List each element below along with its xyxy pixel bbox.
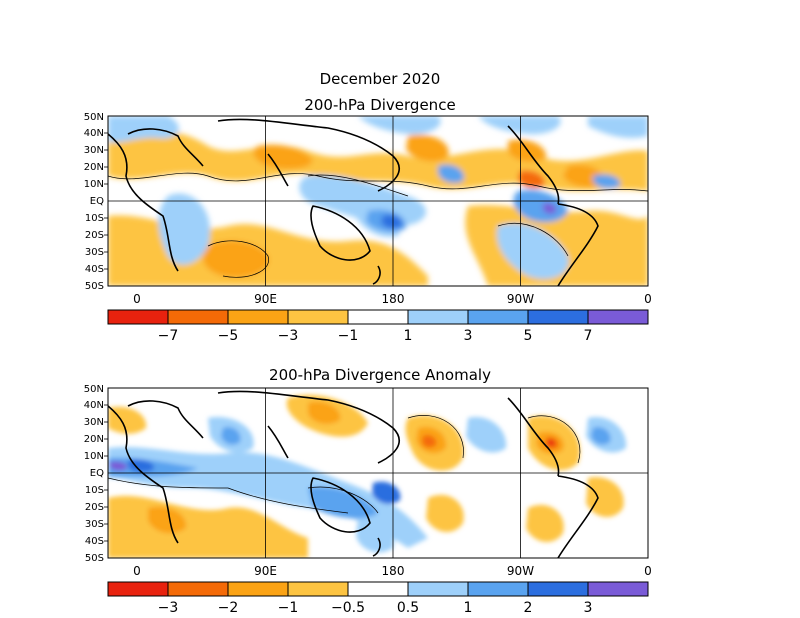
lat-label: 40S [85, 536, 104, 547]
colorbar-label: −3 [278, 328, 299, 344]
colorbar-label: 3 [584, 600, 593, 616]
lat-ticks [104, 404, 108, 542]
anomaly-field [108, 394, 627, 558]
lat-label: 30S [85, 247, 104, 258]
lon-label: 180 [382, 564, 405, 578]
colorbar-label: −1 [338, 328, 359, 344]
lat-label: 10S [85, 485, 104, 496]
lon-label: 0 [644, 292, 652, 306]
colorbar-label: −7 [158, 328, 179, 344]
grid-lines [108, 388, 648, 558]
colorbar-label: 1 [464, 600, 473, 616]
colorbar-swatches [108, 310, 648, 324]
colorbar-swatch [228, 310, 288, 324]
colorbar-swatch [288, 582, 348, 596]
grid-lines [108, 116, 648, 286]
lat-label: 50S [85, 281, 104, 292]
colorbar-swatch [528, 310, 588, 324]
lat-label: 40N [84, 400, 104, 411]
lat-labels: 50N 40N 30N 20N 10N EQ 10S 20S 30S 40S 5… [84, 112, 104, 292]
colorbar-label: −1 [278, 600, 299, 616]
lat-label: 40S [85, 264, 104, 275]
colorbar-divergence: −7 −5 −3 −1 1 3 5 7 [107, 309, 649, 344]
lat-label: EQ [90, 468, 104, 479]
lat-label: 20N [84, 162, 104, 173]
lon-label: 0 [133, 292, 141, 306]
divergence-anomaly-map: 50N 40N 30N 20N 10N EQ 10S 20S 30S 40S 5… [84, 384, 652, 578]
colorbar-label: 3 [464, 328, 473, 344]
colorbar-swatch [468, 310, 528, 324]
lon-labels: 0 90E 180 90W 0 [133, 292, 652, 306]
coastlines [108, 118, 599, 286]
figure-title-divergence: 200-hPa Divergence [304, 96, 456, 114]
colorbar-swatch [228, 582, 288, 596]
lon-label: 90W [507, 292, 534, 306]
colorbar-label: −2 [218, 600, 239, 616]
colorbar-label: 7 [584, 328, 593, 344]
colorbar-swatch [588, 310, 648, 324]
lat-label: 50N [84, 384, 104, 395]
colorbar-swatch [348, 310, 408, 324]
colorbar-swatch [528, 582, 588, 596]
divergence-field [108, 116, 648, 286]
colorbar-swatch [168, 310, 228, 324]
colorbar-label: 2 [524, 600, 533, 616]
lat-label: 50S [85, 553, 104, 564]
colorbar-swatch [168, 582, 228, 596]
colorbar-swatch [468, 582, 528, 596]
lat-label: 10N [84, 451, 104, 462]
lon-label: 180 [382, 292, 405, 306]
lon-label: 0 [644, 564, 652, 578]
lat-label: 20S [85, 230, 104, 241]
colorbar-swatch [108, 310, 168, 324]
colorbar-swatch [408, 582, 468, 596]
lat-label: 30N [84, 417, 104, 428]
lat-label: 30S [85, 519, 104, 530]
colorbar-labels: −7 −5 −3 −1 1 3 5 7 [158, 328, 593, 344]
lon-label: 0 [133, 564, 141, 578]
colorbar-label: 5 [524, 328, 533, 344]
lat-label: 20S [85, 502, 104, 513]
divergence-contours [108, 172, 648, 278]
divergence-map: 50N 40N 30N 20N 10N EQ 10S 20S 30S 40S 5… [84, 112, 652, 306]
colorbar-swatch [588, 582, 648, 596]
coastlines [108, 390, 599, 558]
lat-label: 10N [84, 179, 104, 190]
lat-ticks [104, 132, 108, 270]
colorbar-label: −3 [158, 600, 179, 616]
colorbar-anomaly: −3 −2 −1 −0.5 0.5 1 2 3 [107, 581, 649, 616]
lat-label: EQ [90, 196, 104, 207]
colorbar-swatch [108, 582, 168, 596]
colorbar-swatches [108, 582, 648, 596]
figure-title-anomaly: 200-hPa Divergence Anomaly [269, 366, 491, 384]
colorbar-label: −5 [218, 328, 239, 344]
figure-title-month: December 2020 [319, 70, 441, 88]
colorbar-swatch [348, 582, 408, 596]
colorbar-swatch [408, 310, 468, 324]
lon-label: 90E [254, 564, 277, 578]
lon-labels: 0 90E 180 90W 0 [133, 564, 652, 578]
lon-label: 90E [254, 292, 277, 306]
colorbar-label: 0.5 [397, 600, 419, 616]
anomaly-contours [108, 415, 581, 514]
colorbar-labels: −3 −2 −1 −0.5 0.5 1 2 3 [158, 600, 593, 616]
lat-label: 40N [84, 128, 104, 139]
lat-label: 10S [85, 213, 104, 224]
colorbar-label: 1 [404, 328, 413, 344]
lat-labels: 50N 40N 30N 20N 10N EQ 10S 20S 30S 40S 5… [84, 384, 104, 564]
lat-label: 30N [84, 145, 104, 156]
lat-label: 50N [84, 112, 104, 123]
colorbar-label: −0.5 [331, 600, 365, 616]
lat-label: 20N [84, 434, 104, 445]
colorbar-swatch [288, 310, 348, 324]
lon-label: 90W [507, 564, 534, 578]
